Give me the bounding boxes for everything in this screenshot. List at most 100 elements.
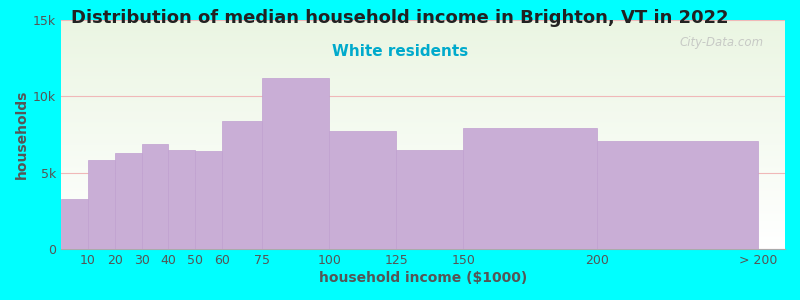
Bar: [61, 146, 785, 147]
Bar: [61, 101, 785, 102]
Bar: [61, 67, 785, 68]
Text: White residents: White residents: [332, 44, 468, 59]
Bar: [61, 248, 785, 249]
Bar: [61, 134, 785, 135]
Bar: [61, 200, 785, 201]
Bar: [61, 213, 785, 214]
Bar: [61, 25, 785, 26]
Bar: [61, 175, 785, 176]
Bar: [61, 79, 785, 80]
Bar: [61, 85, 785, 86]
Bar: [61, 151, 785, 152]
Bar: [396, 150, 463, 249]
Bar: [61, 243, 785, 244]
Bar: [61, 71, 785, 72]
Bar: [61, 80, 785, 81]
Bar: [61, 141, 785, 142]
Bar: [61, 207, 785, 208]
Bar: [61, 194, 785, 195]
Bar: [61, 227, 785, 228]
Bar: [61, 77, 785, 78]
Bar: [61, 128, 785, 129]
Text: Distribution of median household income in Brighton, VT in 2022: Distribution of median household income …: [71, 9, 729, 27]
Bar: [61, 132, 785, 133]
Bar: [61, 212, 785, 213]
Bar: [61, 122, 785, 123]
Bar: [61, 89, 785, 90]
Bar: [61, 235, 785, 236]
Bar: [61, 139, 785, 140]
Bar: [61, 56, 785, 57]
Bar: [61, 182, 785, 183]
Bar: [61, 220, 785, 221]
Bar: [61, 199, 785, 200]
Bar: [61, 149, 785, 150]
Bar: [61, 239, 785, 240]
Bar: [61, 163, 785, 164]
Bar: [61, 165, 785, 166]
Bar: [61, 173, 785, 174]
Bar: [195, 151, 222, 249]
Bar: [61, 189, 785, 190]
Bar: [61, 64, 785, 65]
Bar: [61, 112, 785, 113]
Bar: [61, 47, 785, 48]
Bar: [61, 35, 785, 36]
Bar: [114, 153, 142, 249]
Bar: [61, 98, 785, 99]
Bar: [61, 201, 785, 202]
Bar: [61, 230, 785, 231]
Bar: [61, 196, 785, 197]
Bar: [61, 36, 785, 37]
Bar: [61, 226, 785, 227]
Bar: [61, 142, 785, 143]
Bar: [61, 242, 785, 243]
Bar: [61, 22, 785, 23]
Bar: [88, 160, 114, 249]
Bar: [61, 61, 785, 62]
Bar: [61, 74, 785, 75]
Bar: [61, 137, 785, 138]
Bar: [61, 91, 785, 92]
Bar: [61, 46, 785, 47]
Bar: [61, 115, 785, 116]
Bar: [61, 190, 785, 191]
Bar: [61, 221, 785, 222]
Bar: [61, 75, 785, 76]
Text: City-Data.com: City-Data.com: [679, 36, 763, 49]
Bar: [61, 229, 785, 230]
Bar: [168, 150, 195, 249]
Bar: [61, 184, 785, 185]
Bar: [61, 81, 785, 82]
Bar: [61, 55, 785, 56]
Bar: [61, 210, 785, 211]
Bar: [61, 123, 785, 124]
Bar: [61, 121, 785, 122]
Bar: [61, 130, 785, 131]
Bar: [61, 110, 785, 111]
Bar: [61, 119, 785, 120]
Bar: [61, 120, 785, 121]
Bar: [61, 106, 785, 107]
Bar: [61, 51, 785, 52]
Bar: [61, 118, 785, 119]
Bar: [222, 121, 262, 249]
Bar: [61, 76, 785, 77]
Bar: [61, 44, 785, 45]
Bar: [61, 172, 785, 173]
Bar: [61, 113, 785, 114]
Bar: [61, 33, 785, 34]
Bar: [61, 209, 785, 210]
Bar: [330, 131, 396, 249]
Bar: [61, 177, 785, 178]
Bar: [61, 100, 785, 101]
Bar: [61, 86, 785, 87]
Bar: [61, 219, 785, 220]
Bar: [61, 124, 785, 125]
Bar: [61, 108, 785, 109]
Bar: [61, 160, 785, 161]
Bar: [61, 125, 785, 126]
Bar: [61, 166, 785, 167]
Bar: [61, 238, 785, 239]
Bar: [61, 93, 785, 94]
